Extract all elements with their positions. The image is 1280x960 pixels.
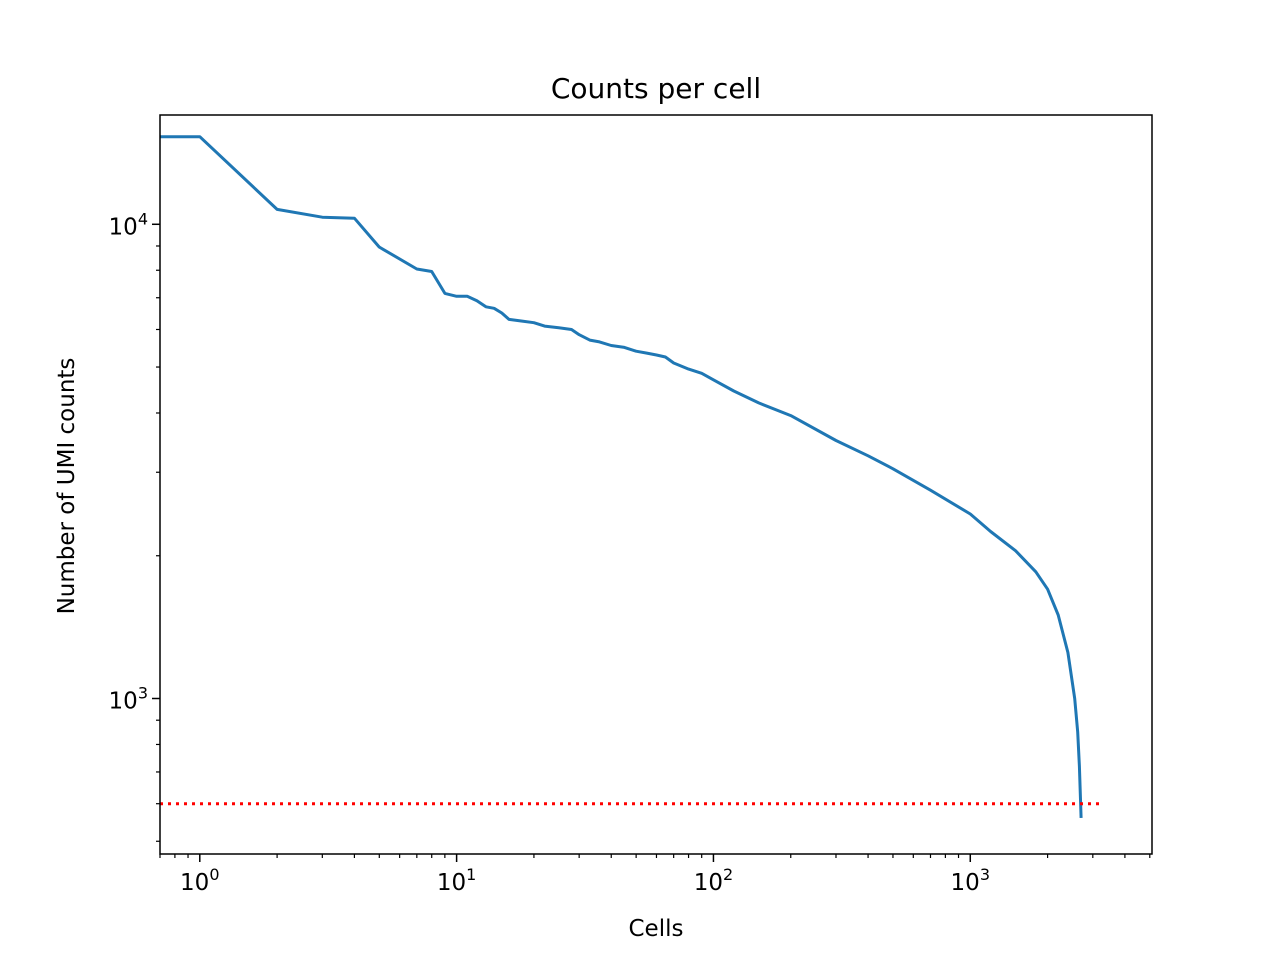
series-layer xyxy=(160,135,1104,818)
chart-title: Counts per cell xyxy=(551,72,761,105)
x-axis-label: Cells xyxy=(629,916,684,942)
y-axis-label: Number of UMI counts xyxy=(54,358,80,615)
x-tick-label: 102 xyxy=(694,865,733,896)
x-tick-label: 101 xyxy=(437,865,476,896)
x-axis-ticks: 100 101 102 103 xyxy=(159,854,1151,896)
x-tick-label: 103 xyxy=(951,865,990,896)
y-tick-label: 103 xyxy=(109,684,148,715)
x-tick-label: 100 xyxy=(180,865,219,896)
plot-area-frame xyxy=(159,114,1153,855)
series-line-1 xyxy=(160,135,1083,818)
y-axis-ticks: 103 104 xyxy=(109,209,160,842)
y-tick-label: 104 xyxy=(109,209,148,240)
